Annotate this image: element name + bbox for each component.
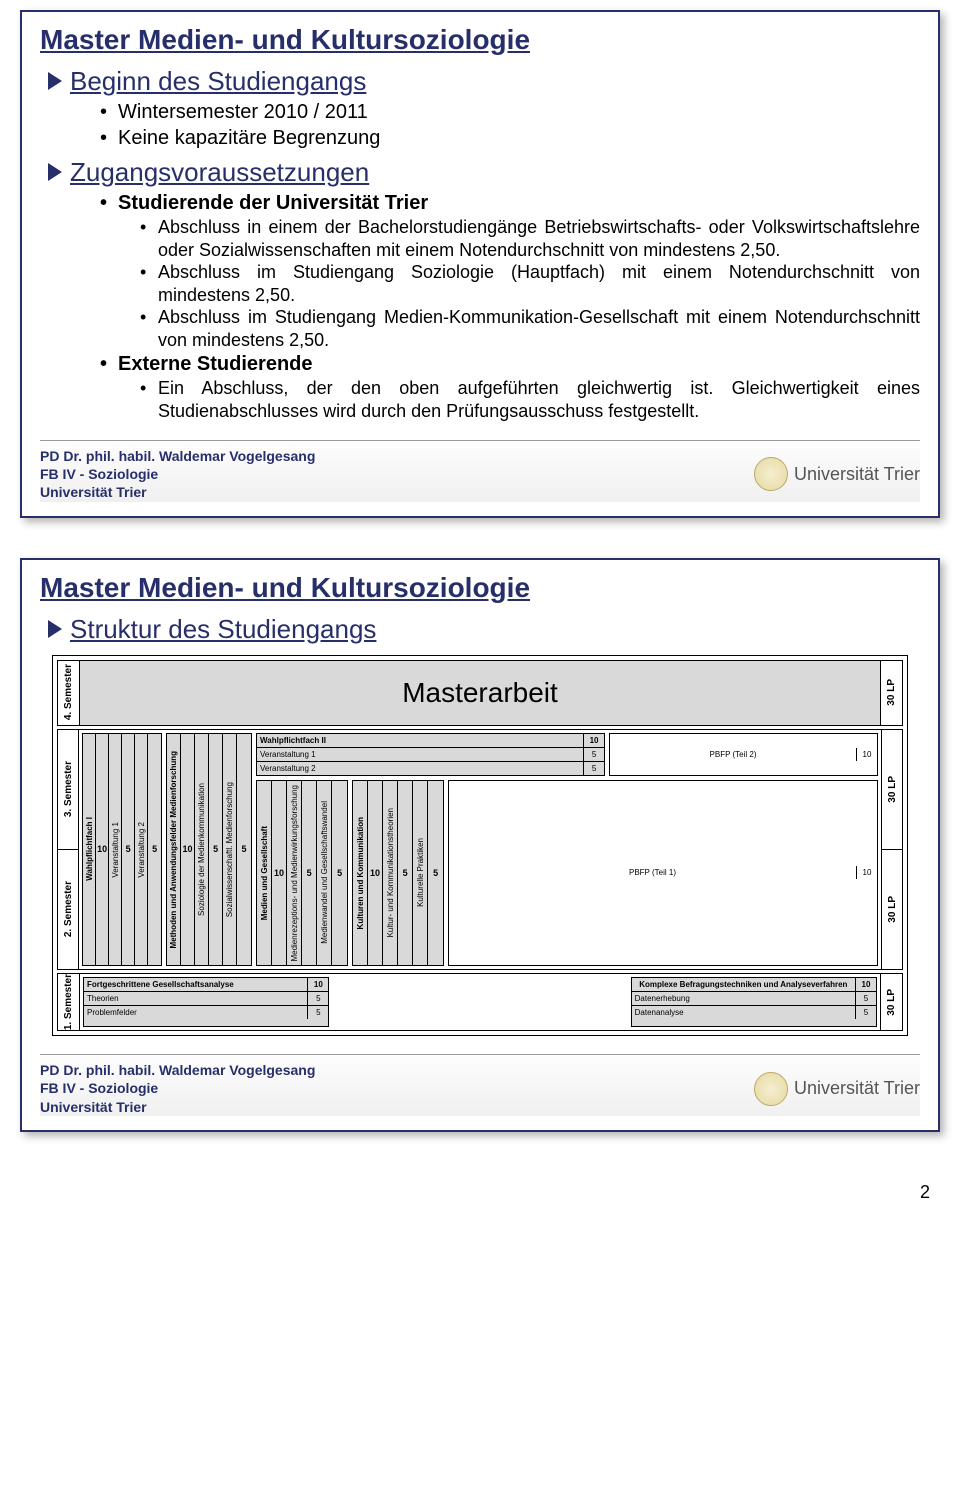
footer-line: PD Dr. phil. habil. Waldemar Vogelgesang	[40, 1061, 315, 1079]
module-mug: Medien und Gesellschaft 10 Medienrezepti…	[256, 780, 348, 967]
module-kba: Komplexe Befragungstechniken und Analyse…	[631, 977, 877, 1027]
section-heading: Struktur des Studiengangs	[70, 614, 376, 645]
logo-text: Universität Trier	[794, 1078, 920, 1099]
footer-line: Universität Trier	[40, 483, 315, 501]
bullet-sub-item: Abschluss im Studiengang Soziologie (Hau…	[140, 261, 920, 306]
page-number: 2	[0, 1172, 960, 1223]
module-wpf1: Wahlpflichtfach I 10 Veranstaltung 1 5 V…	[82, 733, 162, 967]
bullet-sub-item: Ein Abschluss, der den oben aufgeführten…	[140, 377, 920, 422]
university-seal-icon	[754, 457, 788, 491]
module-pbfp2: PBFP (Teil 2)10	[609, 733, 878, 776]
bullet-item: Wintersemester 2010 / 2011	[100, 99, 920, 125]
footer-logo: Universität Trier	[754, 1072, 920, 1106]
lp-col: 30 LP 30 LP	[881, 729, 903, 971]
bullet-sub-item: Abschluss im Studiengang Medien-Kommunik…	[140, 306, 920, 351]
footer-author: PD Dr. phil. habil. Waldemar Vogelgesang…	[40, 1061, 315, 1116]
slide1-title: Master Medien- und Kultursoziologie	[40, 24, 920, 56]
lp-label: 30 LP	[880, 661, 902, 725]
slide-footer: PD Dr. phil. habil. Waldemar Vogelgesang…	[40, 440, 920, 502]
slide-footer: PD Dr. phil. habil. Waldemar Vogelgesang…	[40, 1054, 920, 1116]
university-seal-icon	[754, 1072, 788, 1106]
semester-label: 4. Semester	[58, 661, 80, 725]
module-kuk: Kulturen und Kommunikation 10 Kultur- un…	[352, 780, 444, 967]
section-beginn: Beginn des Studiengangs	[48, 66, 920, 97]
arrow-icon	[48, 620, 62, 638]
section-heading: Beginn des Studiengangs	[70, 66, 366, 97]
bullet-item: Externe Studierende	[100, 351, 920, 377]
row-sem4: 4. Semester Masterarbeit 30 LP	[57, 660, 903, 726]
arrow-icon	[48, 72, 62, 90]
section-struktur: Struktur des Studiengangs	[48, 614, 920, 645]
semester-label: 1. Semester	[58, 974, 80, 1030]
footer-logo: Universität Trier	[754, 457, 920, 491]
footer-line: FB IV - Soziologie	[40, 1079, 315, 1097]
slide2-title: Master Medien- und Kultursoziologie	[40, 572, 920, 604]
footer-author: PD Dr. phil. habil. Waldemar Vogelgesang…	[40, 447, 315, 502]
bullet-item: Keine kapazitäre Begrenzung	[100, 125, 920, 151]
module-wpf2: Wahlpflichtfach II10 Veranstaltung 15 Ve…	[256, 733, 605, 776]
bullet-item: Studierende der Universität Trier	[100, 190, 920, 216]
section-zugang: Zugangsvoraussetzungen	[48, 157, 920, 188]
module-methoden: Methoden und Anwendungsfelder Medienfors…	[166, 733, 252, 967]
footer-line: PD Dr. phil. habil. Waldemar Vogelgesang	[40, 447, 315, 465]
module-pbfp1: PBFP (Teil 1)10	[448, 780, 878, 967]
footer-line: Universität Trier	[40, 1098, 315, 1116]
semester-col: 3. Semester 2. Semester	[57, 729, 79, 971]
slide-1: Master Medien- und Kultursoziologie Begi…	[20, 10, 940, 518]
arrow-icon	[48, 163, 62, 181]
lp-label: 30 LP	[880, 974, 902, 1030]
bullet-sub-item: Abschluss in einem der Bachelorstudiengä…	[140, 216, 920, 261]
masterarbeit-box: Masterarbeit	[402, 677, 558, 709]
slide-2: Master Medien- und Kultursoziologie Stru…	[20, 558, 940, 1132]
footer-line: FB IV - Soziologie	[40, 465, 315, 483]
row-sem1: 1. Semester Fortgeschrittene Gesellschaf…	[57, 973, 903, 1031]
curriculum-diagram: 4. Semester Masterarbeit 30 LP 3. Semest…	[52, 655, 908, 1037]
sem23-body: Wahlpflichtfach I 10 Veranstaltung 1 5 V…	[79, 729, 881, 971]
logo-text: Universität Trier	[794, 464, 920, 485]
module-fga: Fortgeschrittene Gesellschaftsanalyse10 …	[83, 977, 329, 1027]
section-heading: Zugangsvoraussetzungen	[70, 157, 369, 188]
